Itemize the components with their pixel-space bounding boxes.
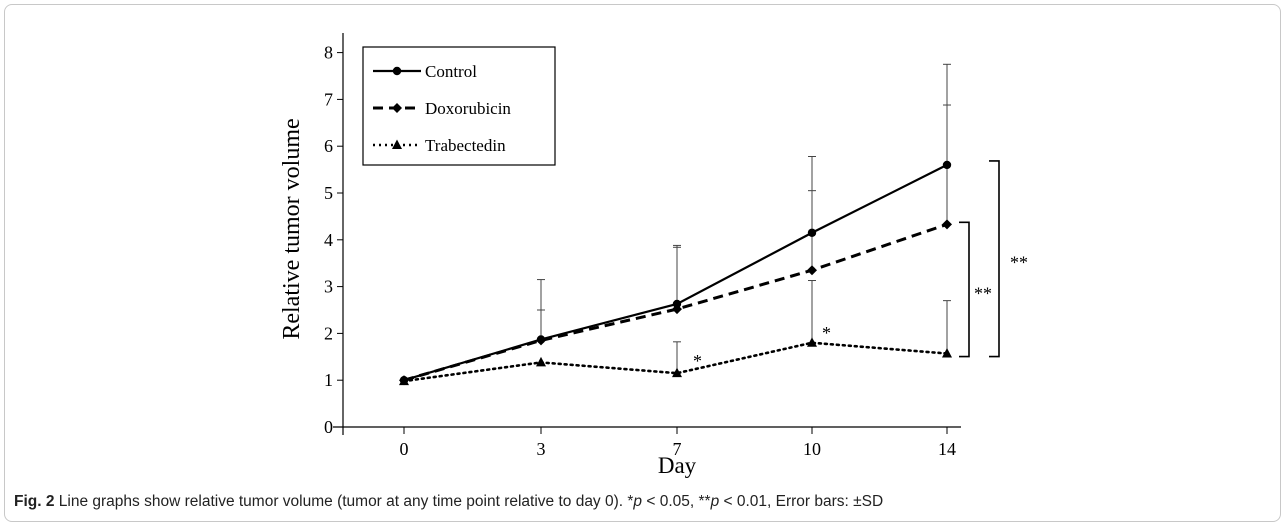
caption-p2: p [710, 493, 720, 510]
legend-marker [392, 66, 402, 76]
legend-label: Control [425, 62, 477, 81]
x-tick-label: 10 [803, 439, 821, 459]
caption-label: Fig. 2 [14, 493, 55, 510]
y-axis-label: Relative tumor volume [279, 118, 305, 339]
caption-p1: p [633, 493, 643, 510]
data-point-control [942, 160, 952, 170]
x-axis-label: Day [658, 453, 697, 478]
data-point-trabectedin [807, 337, 817, 347]
legend-label: Doxorubicin [425, 99, 511, 118]
figure-caption: Fig. 2 Line graphs show relative tumor v… [14, 493, 1274, 511]
caption-after: < 0.01, Error bars: ±SD [719, 493, 884, 510]
series-line-trabectedin [402, 341, 949, 383]
y-tick-label: 6 [324, 136, 333, 156]
data-point-trabectedin [536, 356, 546, 367]
y-tick-label: 0 [324, 417, 333, 437]
x-tick-label: 7 [673, 439, 682, 459]
legend-label: Trabectedin [425, 136, 506, 155]
y-tick-label: 2 [324, 323, 333, 343]
legend-marker [392, 103, 402, 113]
caption-mid: < 0.05, ** [642, 493, 711, 510]
data-point-control [807, 228, 817, 237]
figure-frame: 0 1 2 3 4 5 6 7 8 0 3 7 10 14 Day Relative tumor volume… [4, 4, 1281, 522]
x-tick-label: 14 [938, 439, 956, 459]
data-point-control [672, 299, 682, 309]
significance-star: * [822, 323, 831, 343]
data-point-doxorubicin [536, 335, 546, 346]
series-line-control [403, 163, 948, 382]
y-tick-label: 5 [324, 183, 333, 203]
y-tick-label: 7 [324, 89, 333, 109]
caption-text: Line graphs show relative tumor volume (… [54, 493, 634, 510]
data-point-doxorubicin [672, 304, 682, 315]
data-point-trabectedin [399, 375, 409, 386]
series-line-doxorubicin [403, 222, 948, 382]
x-tick-label: 0 [400, 439, 409, 459]
y-tick-label: 4 [324, 230, 333, 250]
data-point-doxorubicin [942, 219, 952, 230]
bracket-control-trabectedin-label: ** [1010, 253, 1028, 273]
data-point-trabectedin [942, 348, 952, 358]
y-tick-label: 1 [324, 370, 333, 390]
legend-marker [392, 139, 402, 149]
data-point-doxorubicin [807, 265, 817, 276]
line-chart: 0 1 2 3 4 5 6 7 8 0 3 7 10 14 Day Relative tumor volume… [279, 33, 1028, 478]
x-tick-label: 3 [537, 439, 546, 459]
significance-star: * [693, 351, 702, 371]
bracket-control-trabectedin [989, 160, 1000, 358]
bracket-doxorubicin-trabectedin [959, 221, 970, 358]
y-tick-label: 8 [324, 43, 333, 63]
bracket-doxorubicin-trabectedin-label: ** [974, 283, 992, 303]
data-point-trabectedin [672, 367, 682, 378]
y-tick-label: 3 [324, 277, 333, 297]
